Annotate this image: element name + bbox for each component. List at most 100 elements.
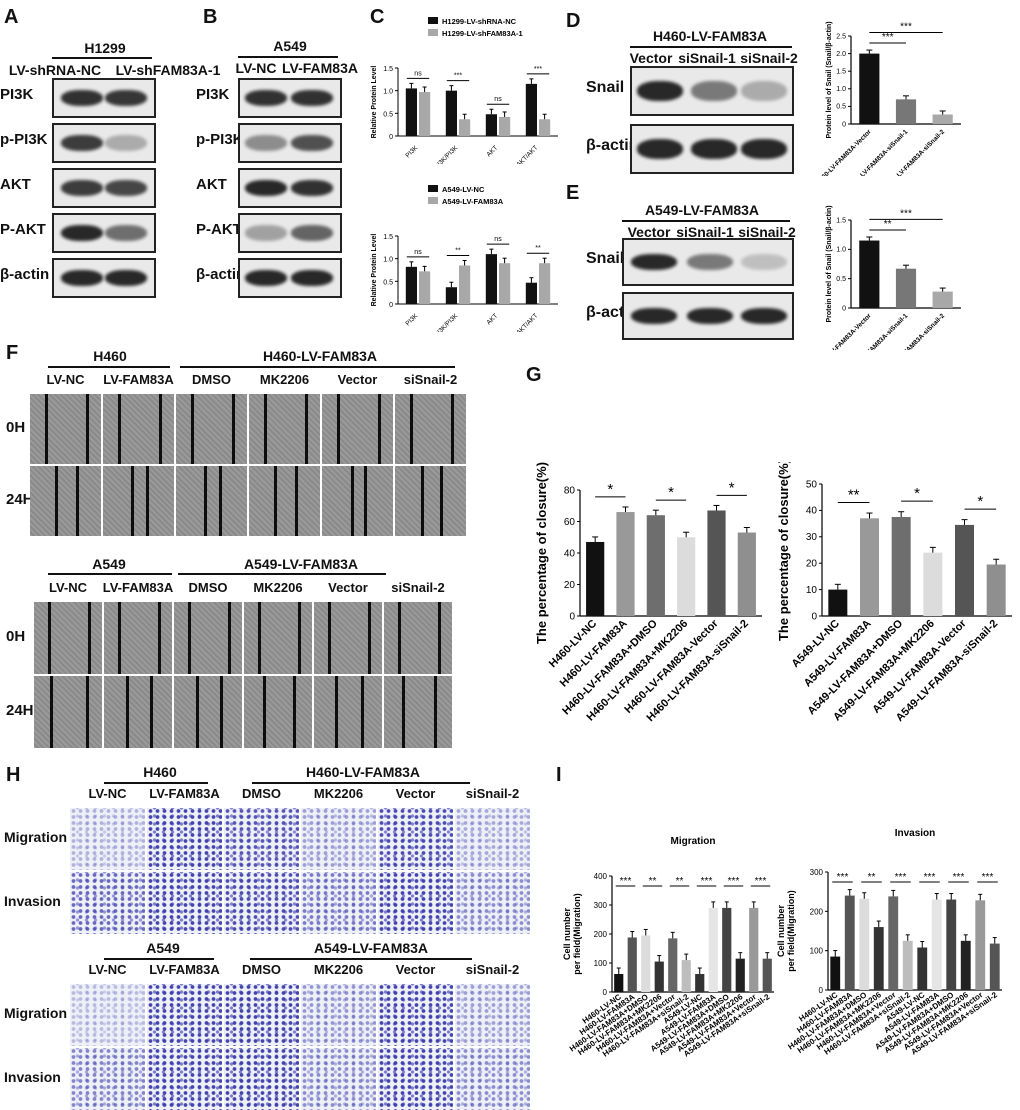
wound-edge: [274, 466, 278, 536]
panel-a-header-line: [52, 57, 152, 59]
blot-row-label: P-AKT: [0, 221, 46, 238]
blot-band: [105, 180, 147, 196]
bar: [989, 943, 1000, 990]
wound-edge: [437, 602, 441, 674]
legend-label: A549-LV-NC: [442, 185, 485, 194]
blot-strip: [238, 213, 342, 253]
significance-label: ***: [755, 876, 767, 887]
wound-edge: [54, 466, 58, 536]
blot-band: [61, 225, 103, 241]
wound-image: [174, 602, 242, 674]
chart-title: Invasion: [895, 828, 936, 839]
wound-edge: [159, 394, 163, 464]
transwell-image: [224, 984, 299, 1046]
wound-image: [314, 676, 382, 748]
lane-label: LV-NC: [48, 580, 88, 595]
panel-a-lane-1: LV-shRNA-NC: [8, 62, 102, 78]
bar: [616, 512, 635, 616]
y-tick-label: 1.0: [836, 247, 846, 254]
transwell-image: [301, 808, 376, 870]
y-tick-label: 20: [806, 559, 818, 570]
panel-b-header-line: [238, 56, 338, 58]
y-tick-label: 0.5: [836, 104, 846, 111]
panel-e-header-line: [622, 220, 790, 222]
bar: [873, 927, 884, 990]
transwell-image: [455, 984, 530, 1046]
blot-band: [245, 180, 287, 196]
wound-edge: [263, 394, 267, 464]
wound-edge: [76, 466, 80, 536]
bar: [499, 263, 511, 304]
bar: [946, 899, 957, 990]
wound-edge: [433, 676, 437, 748]
bar: [859, 53, 880, 124]
bar: [722, 907, 732, 992]
y-tick-label: 10: [806, 585, 818, 596]
x-tick-label: AKT: [486, 144, 500, 158]
y-tick-label: 0: [811, 611, 817, 622]
significance-label: ns: [414, 70, 422, 77]
blot-band: [637, 139, 683, 159]
panel-f-top-group-1: H460: [93, 348, 127, 364]
significance-label: ***: [454, 73, 462, 80]
wound-edge: [87, 602, 91, 674]
wound-edge: [378, 394, 382, 464]
wound-edge: [86, 394, 90, 464]
blot-band: [631, 308, 677, 324]
lane-label: LV-NC: [88, 962, 127, 977]
y-tick-label: 0: [603, 988, 608, 997]
blot-row-label: p-PI3K: [196, 131, 244, 148]
legend-swatch: [428, 17, 438, 24]
panel-h-top-group-2: H460-LV-FAM83A: [305, 764, 421, 780]
y-tick-label: 0.5: [836, 276, 846, 283]
wound-edge: [258, 602, 262, 674]
y-tick-label: 1.0: [383, 89, 393, 96]
blot-strip: [238, 78, 342, 118]
panel-f-bottom-line-1: [48, 573, 172, 575]
x-tick-label: PI3K: [404, 144, 419, 159]
wound-edge: [190, 394, 194, 464]
transwell-image: [301, 872, 376, 934]
wound-edge: [305, 394, 309, 464]
y-tick-label: 0.5: [383, 111, 393, 118]
panel-a-lane-2: LV-shFAM83A-1: [115, 62, 221, 78]
blot-row-label: AKT: [196, 176, 227, 193]
row-label: 0H: [6, 419, 26, 436]
y-tick-label: 300: [594, 901, 608, 910]
transwell-image: [378, 1048, 453, 1110]
significance-label: *: [977, 493, 983, 510]
wound-edge: [220, 676, 224, 748]
bar: [917, 947, 928, 990]
bar: [844, 895, 855, 990]
bar: [445, 287, 457, 304]
blot-band: [637, 81, 683, 101]
wound-edge: [131, 466, 135, 536]
y-tick-label: 50: [806, 479, 818, 490]
transwell-image: [301, 984, 376, 1046]
bar: [859, 240, 880, 308]
bar: [668, 938, 678, 992]
bar: [485, 114, 497, 136]
blot-strip: [238, 123, 342, 163]
blot-band: [245, 135, 287, 151]
blot-row-label: β-actin: [586, 137, 639, 154]
lane-label: MK2206: [259, 372, 310, 387]
panel-label-h: H: [6, 764, 21, 786]
wound-edge: [232, 394, 236, 464]
row-label: Invasion: [4, 893, 61, 909]
wound-image: [34, 602, 102, 674]
y-tick-label: 30: [806, 532, 818, 543]
panel-a-cell-line: H1299: [84, 40, 126, 56]
panel-label-f: F: [6, 342, 19, 364]
blot-band: [691, 139, 737, 159]
y-tick-label: 80: [564, 485, 576, 496]
legend-label: A549-LV-FAM83A: [442, 197, 504, 206]
legend-swatch: [428, 197, 438, 204]
bar: [735, 958, 745, 992]
wound-image: [176, 394, 247, 464]
lane-label: DMSO: [242, 786, 281, 801]
bar: [923, 552, 943, 616]
blot-band: [741, 81, 787, 101]
bar: [405, 88, 417, 136]
